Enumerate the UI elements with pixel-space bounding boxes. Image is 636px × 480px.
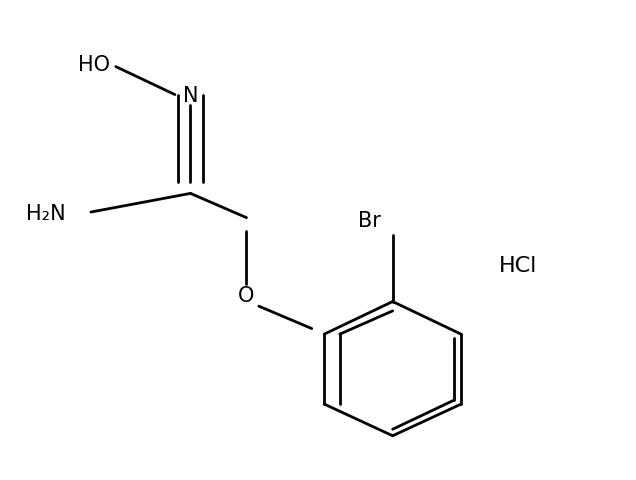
Text: HCl: HCl: [499, 256, 537, 276]
Text: Br: Br: [359, 211, 382, 231]
Text: HO: HO: [78, 55, 111, 75]
Text: O: O: [238, 286, 254, 306]
Text: N: N: [183, 85, 198, 106]
Text: H₂N: H₂N: [27, 204, 66, 224]
